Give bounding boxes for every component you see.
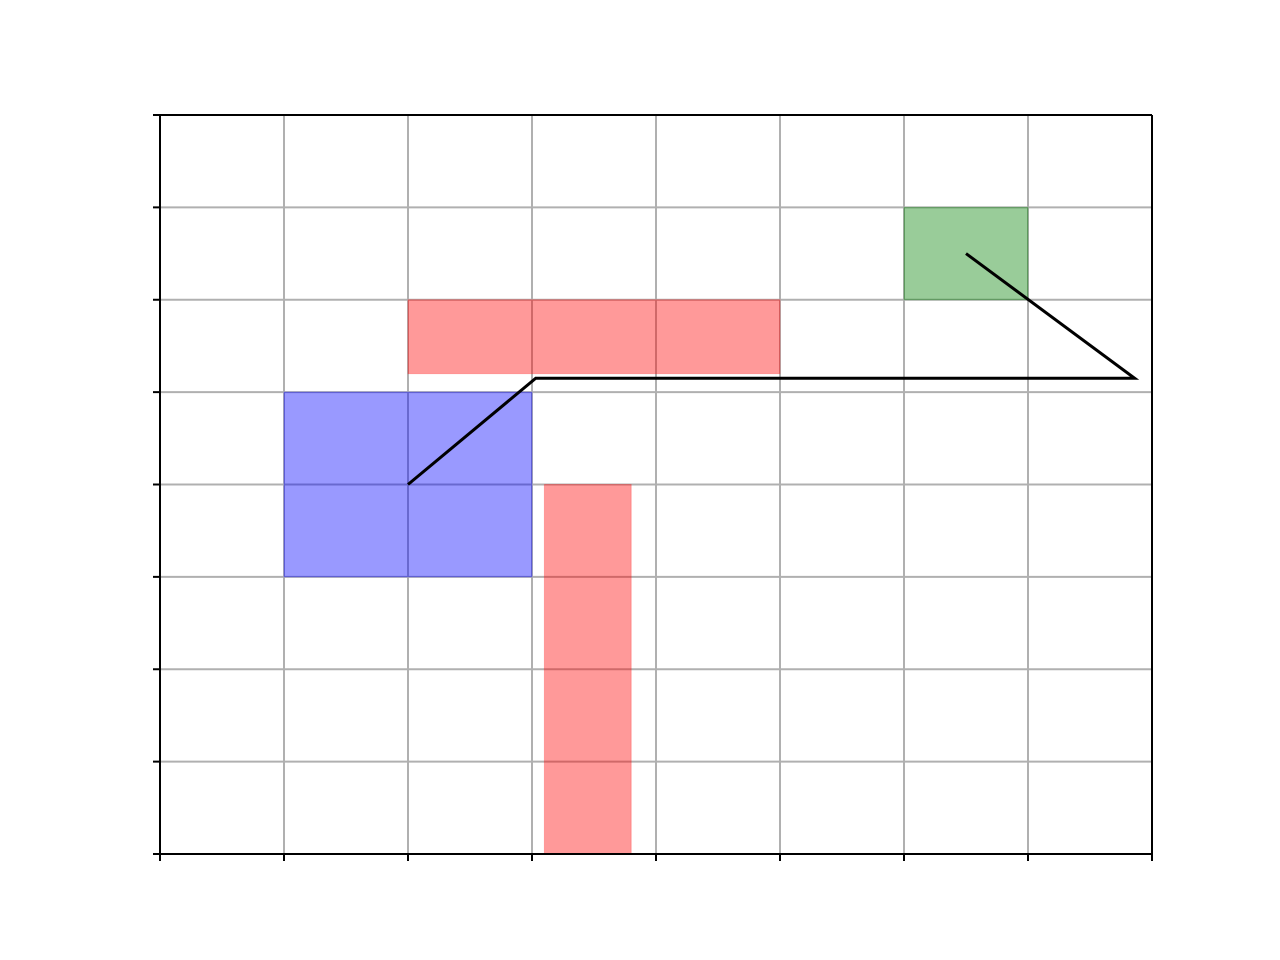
red-horizontal-rectangle (407, 299, 781, 375)
grid-layer (160, 115, 1152, 854)
red-vertical-rectangle (543, 484, 632, 855)
rectangles-layer (283, 206, 1029, 855)
axes-layer (153, 114, 1153, 861)
path-layer (407, 252, 1140, 486)
path-line (407, 252, 1140, 486)
